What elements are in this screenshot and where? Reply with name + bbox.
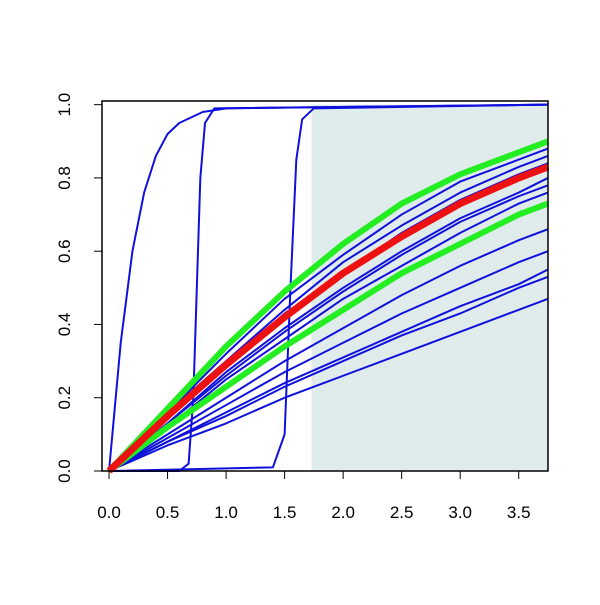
x-tick-label: 0.5 [156, 503, 180, 522]
y-tick-label: 0.6 [55, 239, 74, 263]
x-tick-label: 2.0 [331, 503, 355, 522]
curve [107, 200, 550, 474]
curve [108, 297, 549, 472]
curve [108, 250, 549, 472]
x-tick-label: 3.5 [507, 503, 531, 522]
x-tick-label: 1.5 [273, 503, 297, 522]
shaded-region [311, 104, 548, 472]
curve [108, 275, 549, 472]
x-tick-label: 0.0 [97, 503, 121, 522]
y-tick-label: 0.8 [55, 166, 74, 190]
curve [108, 184, 549, 472]
plot-frame [101, 100, 549, 472]
curve [108, 228, 549, 472]
x-tick-label: 1.0 [214, 503, 238, 522]
y-tick-label: 0.4 [55, 313, 74, 337]
y-tick-label: 0.0 [55, 459, 74, 483]
curve [108, 147, 549, 472]
x-tick-label: 2.5 [390, 503, 414, 522]
y-tick-label: 0.2 [55, 386, 74, 410]
curve [106, 163, 550, 474]
x-tick-label: 3.0 [448, 503, 472, 522]
curve [108, 103, 549, 472]
curve [106, 138, 550, 474]
curve [108, 268, 549, 472]
y-tick-label: 1.0 [55, 93, 74, 117]
